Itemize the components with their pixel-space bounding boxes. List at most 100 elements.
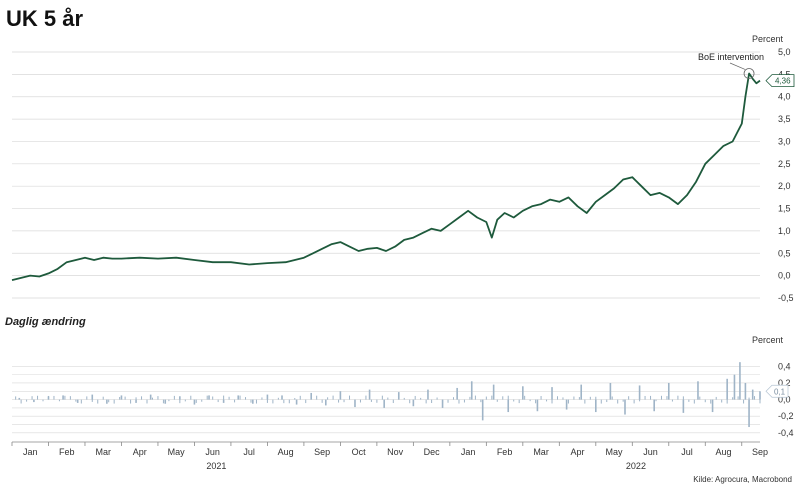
daily-change-bar [628,396,630,400]
annotation-marker [743,68,755,79]
daily-change-bar [524,395,526,400]
daily-change-bar [667,382,670,400]
daily-change-bar [748,399,750,428]
daily-change-bar [75,399,77,402]
x-month-label: Mar [95,447,111,457]
daily-change-bar [710,399,712,404]
x-month-label: Feb [59,447,75,457]
daily-y-unit: Percent [752,335,784,345]
daily-change-bar [327,397,329,400]
x-month-label: May [606,447,624,457]
daily-change-bar [751,389,754,400]
daily-change-bar [697,381,699,400]
daily-change-bar [556,396,558,400]
annotation-leader [729,62,746,70]
daily-change-bar [653,399,655,412]
daily-change-bar [288,399,290,404]
daily-change-bar [343,399,345,403]
daily-change-bar [349,395,351,400]
x-month-label: Jun [205,447,220,457]
daily-change-bar [252,399,254,404]
x-month-label: Jun [643,447,658,457]
daily-change-bar [463,399,465,403]
daily-change-bar [321,399,323,403]
daily-change-bar [217,399,219,403]
daily-change-bar [179,396,181,400]
daily-change-bar [179,399,181,404]
daily-change-bar [281,395,283,400]
y-tick-label: 0,0 [778,271,791,281]
daily-change-bar [496,399,498,402]
daily-change-bar [62,395,64,400]
daily-change-bar [31,396,33,400]
daily-change-bar [173,395,175,400]
daily-change-bar [469,396,471,400]
daily-change-bar [622,399,624,402]
daily-change-bar [650,395,652,400]
daily-change-bar [106,399,108,404]
daily-change-bar [33,399,35,403]
daily-change-bar [239,395,241,400]
x-year-label: 2021 [206,461,226,471]
annotation-label: BoE intervention [698,52,764,62]
source-note: Kilde: Agrocura, Macrobond [693,475,792,484]
daily-change-bar [370,399,372,402]
daily-change-bar [638,385,641,400]
y-tick-label: 1,0 [778,226,791,236]
daily-change-bar [573,396,575,400]
daily-change-bar [624,399,626,415]
daily-change-bar [201,399,203,402]
daily-change-bar [682,399,685,413]
daily-change-bar [47,395,49,400]
x-month-label: Sep [314,447,330,457]
y-tick-label: 0,5 [778,248,791,258]
daily-change-bar [522,386,524,400]
daily-change-bar [565,399,568,410]
daily-chart-grid [12,366,760,434]
daily-change-bar [726,378,728,400]
yield-line [11,72,761,281]
daily-change-bar [135,397,137,400]
daily-change-bar [431,399,433,403]
daily-change-bar [124,396,126,400]
daily-change-bar [609,382,612,400]
daily-change-bar [666,396,668,400]
daily-change-bar [245,397,247,400]
daily-change-bar [453,397,455,400]
daily-change-bar [149,394,152,400]
daily-change-bar [492,384,495,400]
daily-change-bar [146,399,148,404]
daily-change-bar [491,395,493,400]
y-tick-label: 1,5 [778,204,791,214]
daily-change-bar [119,396,121,400]
daily-change-bar [562,397,564,400]
daily-change-bar [359,399,361,403]
daily-change-bar [91,399,93,402]
daily-change-bar [310,397,312,400]
daily-change-bar [589,396,591,400]
daily-change-bar [283,399,285,404]
last-value-badge [765,74,795,88]
chart-title: UK 5 år [6,6,84,31]
x-month-label: Jan [23,447,38,457]
daily-change-bar [518,399,520,404]
daily-change-bar [376,399,378,403]
daily-change-bar [299,395,301,400]
daily-change-bar [316,395,318,400]
daily-change-bar [80,399,82,404]
daily-change-bar [324,399,327,406]
daily-change-bar [481,399,484,421]
daily-change-bar [726,399,728,404]
daily-change-bar [420,397,422,400]
y-tick-label: 2,0 [778,181,791,191]
daily-change-bar [208,395,210,400]
daily-change-bar [310,392,312,400]
daily-change-bar [255,399,257,404]
daily-change-bar [409,399,411,404]
yield-line-path [11,72,761,281]
daily-change-bar [578,397,580,400]
daily-change-bar [748,397,750,400]
daily-change-bar [639,399,641,402]
daily-change-bar [222,399,225,403]
daily-change-bar [655,399,657,402]
